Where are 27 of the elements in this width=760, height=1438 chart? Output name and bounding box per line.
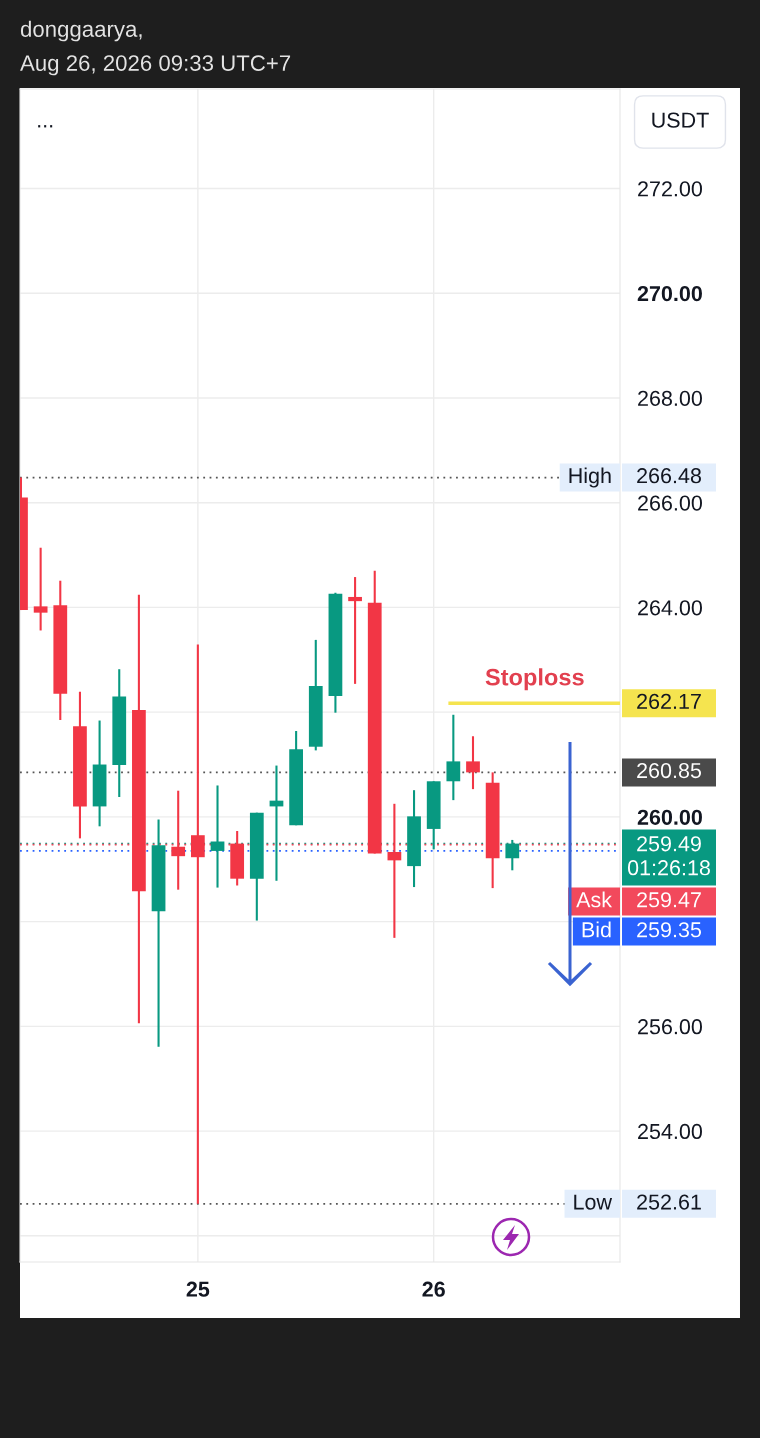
y-tick-label: 266.00: [638, 495, 702, 511]
y-tick-label: 256.00: [638, 1019, 702, 1035]
candlestick: [171, 789, 186, 891]
y-tick-label: 260.00: [637, 809, 702, 825]
y-tick-label: 272.00: [638, 181, 702, 197]
text: Bid 259.35: [582, 921, 702, 938]
candlestick: [33, 546, 48, 632]
candlestick: [466, 735, 480, 791]
text: Stoploss 262.17: [485, 668, 701, 710]
x-tick-label: 25: [186, 1281, 210, 1297]
candlestick: [387, 802, 402, 939]
x-tick-label: 26: [422, 1281, 445, 1297]
candlestick: [446, 713, 461, 802]
y-tick-label: 264.00: [638, 600, 702, 616]
ref-line-label: 259.49 01:26:18: [627, 836, 710, 876]
ref-line-label: 260.85: [637, 762, 702, 779]
ref-line-label: Low 252.61: [574, 1194, 701, 1210]
y-tick-label: 270.00: [637, 286, 702, 302]
chart-title: donggaarya,: [20, 20, 142, 42]
annotation: ...: [38, 125, 53, 128]
y-tick-label: 268.00: [638, 390, 702, 406]
y-axis-title: USDT: [652, 112, 709, 128]
candlestick: [348, 576, 362, 685]
text: High 266.48: [569, 467, 701, 488]
ref-line-label: Ask 259.47: [576, 891, 701, 908]
chart-subtitle: Aug 26, 2026 09:33 UTC+7: [20, 55, 291, 76]
y-tick-label: 254.00: [638, 1123, 702, 1140]
